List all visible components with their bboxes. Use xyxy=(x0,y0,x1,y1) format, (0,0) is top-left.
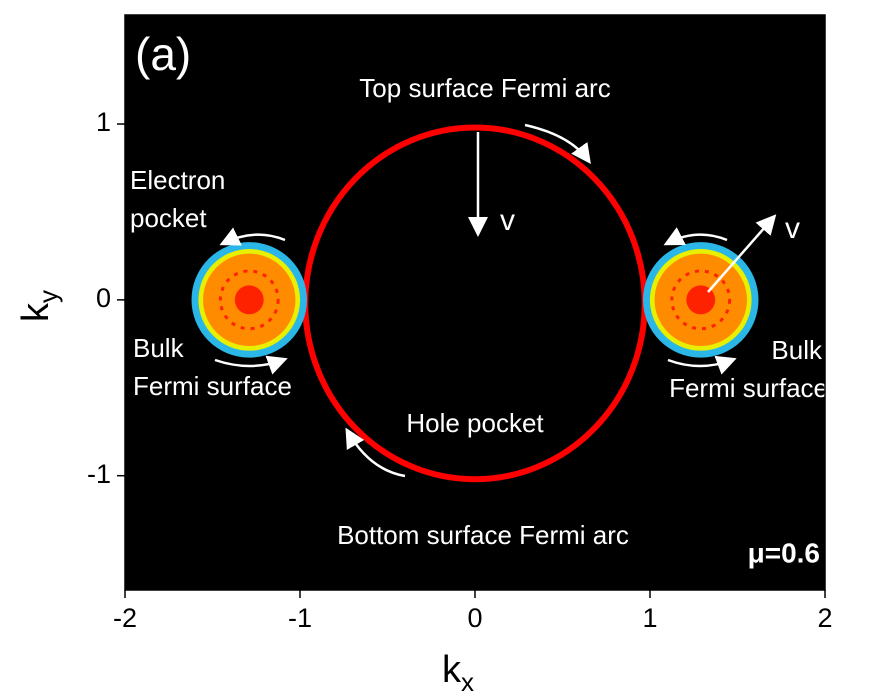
pocket-core xyxy=(234,285,264,315)
annotation: Fermi surface xyxy=(133,371,292,401)
panel-label: (a) xyxy=(135,28,191,80)
arrows xyxy=(214,123,777,478)
electron-pocket xyxy=(643,242,759,358)
x-tick-label: -2 xyxy=(113,603,137,633)
x-tick-label: 0 xyxy=(467,603,482,633)
y-axis-label: ky xyxy=(15,290,63,322)
pocket-dots xyxy=(218,269,280,331)
electron-pocket xyxy=(191,242,307,358)
x-tick-label: 2 xyxy=(817,603,832,633)
annotation: v xyxy=(785,212,800,245)
annotation: Electron xyxy=(130,165,225,195)
annotation: Top surface Fermi arc xyxy=(359,73,610,103)
x-tick-label: -1 xyxy=(288,603,312,633)
annotation: Bottom surface Fermi arc xyxy=(337,520,629,550)
pocket-core xyxy=(686,285,716,315)
annotation: μ=0.6 xyxy=(748,537,820,568)
annotation: Bulk xyxy=(771,335,823,365)
pocket-dots xyxy=(670,269,732,331)
annotation: Bulk xyxy=(133,333,185,363)
y-tick-label: 1 xyxy=(96,107,111,137)
annotation: v xyxy=(500,204,515,237)
x-tick-label: 1 xyxy=(642,603,657,633)
y-tick-label: 0 xyxy=(96,283,111,313)
x-axis-label: kx xyxy=(442,649,474,697)
annotation: Hole pocket xyxy=(406,408,544,438)
annotation: pocket xyxy=(130,203,207,233)
annotation: Fermi surface xyxy=(669,373,828,403)
y-tick-label: -1 xyxy=(87,459,111,489)
